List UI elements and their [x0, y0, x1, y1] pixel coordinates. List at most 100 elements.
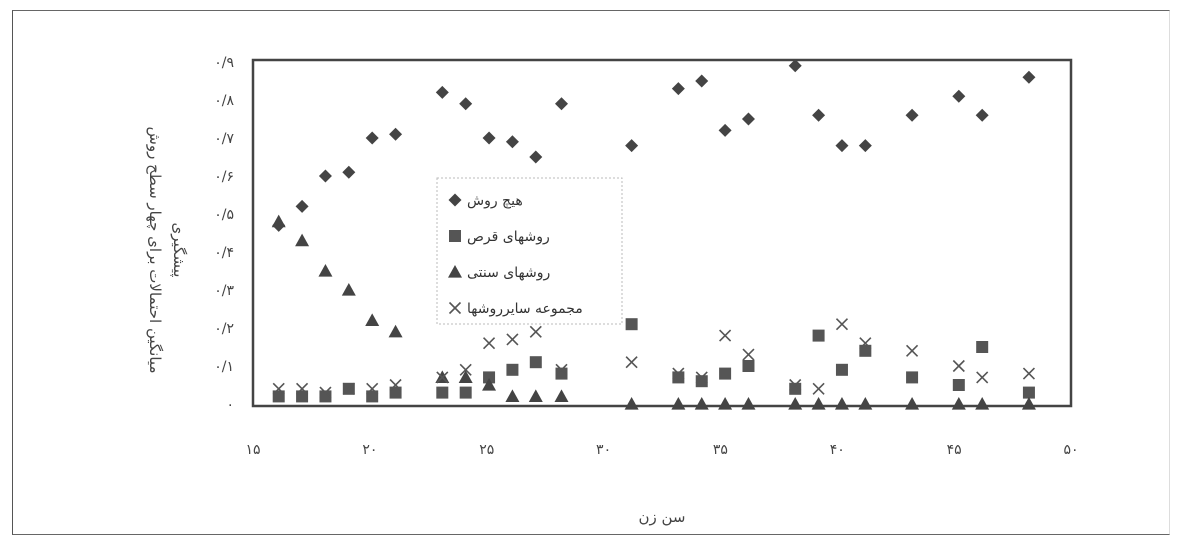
- diamond-point: [482, 131, 496, 145]
- y-tick-label: ۰: [226, 397, 234, 413]
- series-3-points: [272, 318, 1035, 399]
- triangle-point: [834, 397, 849, 410]
- diamond-point: [905, 108, 919, 122]
- x-point: [296, 382, 309, 395]
- triangle-point: [318, 264, 333, 277]
- diamond-point: [529, 150, 543, 164]
- square-point: [483, 371, 496, 384]
- square-point: [672, 371, 685, 384]
- x-point: [952, 359, 965, 373]
- triangle-point: [624, 397, 639, 410]
- x-tick-label: ۵۰: [1063, 442, 1078, 458]
- diamond-point: [625, 139, 639, 153]
- x-axis-title: سن زن: [638, 508, 685, 526]
- triangle-point: [951, 397, 966, 410]
- x-tick-label: ۳۵: [713, 442, 728, 458]
- triangle-point: [788, 397, 803, 410]
- x-point: [1022, 367, 1035, 380]
- diamond-point: [718, 123, 732, 137]
- x-point: [389, 378, 402, 392]
- series-2-points: [271, 214, 1036, 410]
- diamond-point: [671, 82, 685, 96]
- square-point: [529, 356, 542, 369]
- x-point: [789, 378, 802, 392]
- square-point: [906, 371, 919, 384]
- x-point: [342, 382, 355, 395]
- x-tick-label: ۳۰: [596, 442, 611, 458]
- x-point: [459, 363, 472, 376]
- y-axis-ticks: ۰ ۰/۱ ۰/۲ ۰/۳ ۰/۴ ۰/۵ ۰/۶ ۰/۷ ۰/۸ ۰/۹: [214, 55, 234, 413]
- triangle-point: [482, 378, 497, 391]
- triangle-point: [528, 389, 543, 402]
- x-point: [695, 371, 708, 384]
- x-point: [672, 367, 685, 380]
- triangle-point: [505, 389, 520, 402]
- x-point: [976, 371, 989, 384]
- triangle-point: [905, 397, 920, 410]
- x-point: [906, 344, 919, 357]
- diamond-point: [295, 199, 309, 213]
- x-tick-label: ۲۵: [479, 442, 494, 458]
- figure-frame: [12, 10, 1170, 535]
- x-point: [859, 337, 872, 350]
- x-tick-label: ۴۵: [947, 442, 962, 458]
- y-tick-label: ۰/۸: [214, 93, 234, 109]
- series-0-points: [272, 59, 1036, 232]
- y-tick-label: ۰/۱: [214, 359, 234, 375]
- square-point: [389, 386, 402, 399]
- triangle-point: [365, 313, 380, 326]
- x-point: [482, 337, 496, 350]
- x-point: [555, 363, 568, 376]
- x-axis-ticks: ۱۵ ۲۰ ۲۵ ۳۰ ۳۵ ۴۰ ۴۵ ۵۰: [245, 442, 1078, 458]
- square-point: [366, 390, 379, 403]
- y-axis-title: میانگین احتمالات برای چهار سطح روش پیشگی…: [146, 127, 188, 374]
- diamond-point: [342, 165, 356, 179]
- x-tick-label: ۲۰: [362, 442, 377, 458]
- square-point: [625, 318, 638, 331]
- square-point: [789, 382, 802, 395]
- triangle-point: [388, 324, 403, 338]
- x-point: [812, 382, 825, 395]
- y-tick-label: ۰/۲: [214, 321, 234, 337]
- legend-box: [436, 177, 623, 325]
- triangle-point: [858, 397, 873, 410]
- x-point: [366, 382, 379, 395]
- triangle-point: [271, 214, 286, 228]
- square-point: [695, 375, 708, 388]
- diamond-point: [952, 89, 966, 103]
- square-point: [319, 390, 332, 403]
- y-tick-label: ۰/۹: [214, 55, 234, 71]
- diamond-point: [975, 108, 989, 122]
- triangle-point: [295, 233, 310, 247]
- square-point: [952, 379, 965, 391]
- y-tick-label: ۰/۶: [214, 169, 234, 185]
- y-tick-label: ۰/۷: [214, 131, 234, 147]
- legend-marker-diamond: [448, 193, 462, 207]
- y-axis-title-line-1: میانگین احتمالات برای چهار سطح روش: [146, 127, 164, 374]
- legend-marker-triangle: [448, 265, 462, 278]
- x-point: [719, 329, 732, 342]
- x-point: [506, 333, 519, 346]
- x-tick-label: ۴۰: [830, 442, 845, 458]
- square-point: [812, 329, 825, 342]
- triangle-point: [741, 397, 756, 410]
- legend-marker-x: [448, 301, 462, 315]
- triangle-point: [1021, 397, 1036, 410]
- x-point: [272, 382, 285, 395]
- diamond-point: [858, 139, 872, 153]
- square-point: [555, 367, 568, 380]
- y-tick-label: ۰/۵: [214, 207, 234, 223]
- diamond-point: [318, 169, 332, 183]
- legend-label: هیچ روش: [467, 193, 523, 209]
- diamond-point: [788, 59, 802, 73]
- diamond-point: [365, 131, 379, 145]
- triangle-point: [975, 397, 990, 410]
- diamond-point: [835, 139, 849, 153]
- triangle-point: [694, 397, 709, 410]
- triangle-point: [811, 397, 826, 410]
- triangle-point: [341, 283, 356, 296]
- diamond-point: [812, 108, 826, 122]
- diamond-point: [505, 135, 519, 149]
- y-tick-label: ۰/۴: [214, 245, 234, 261]
- y-tick-label: ۰/۳: [214, 283, 234, 299]
